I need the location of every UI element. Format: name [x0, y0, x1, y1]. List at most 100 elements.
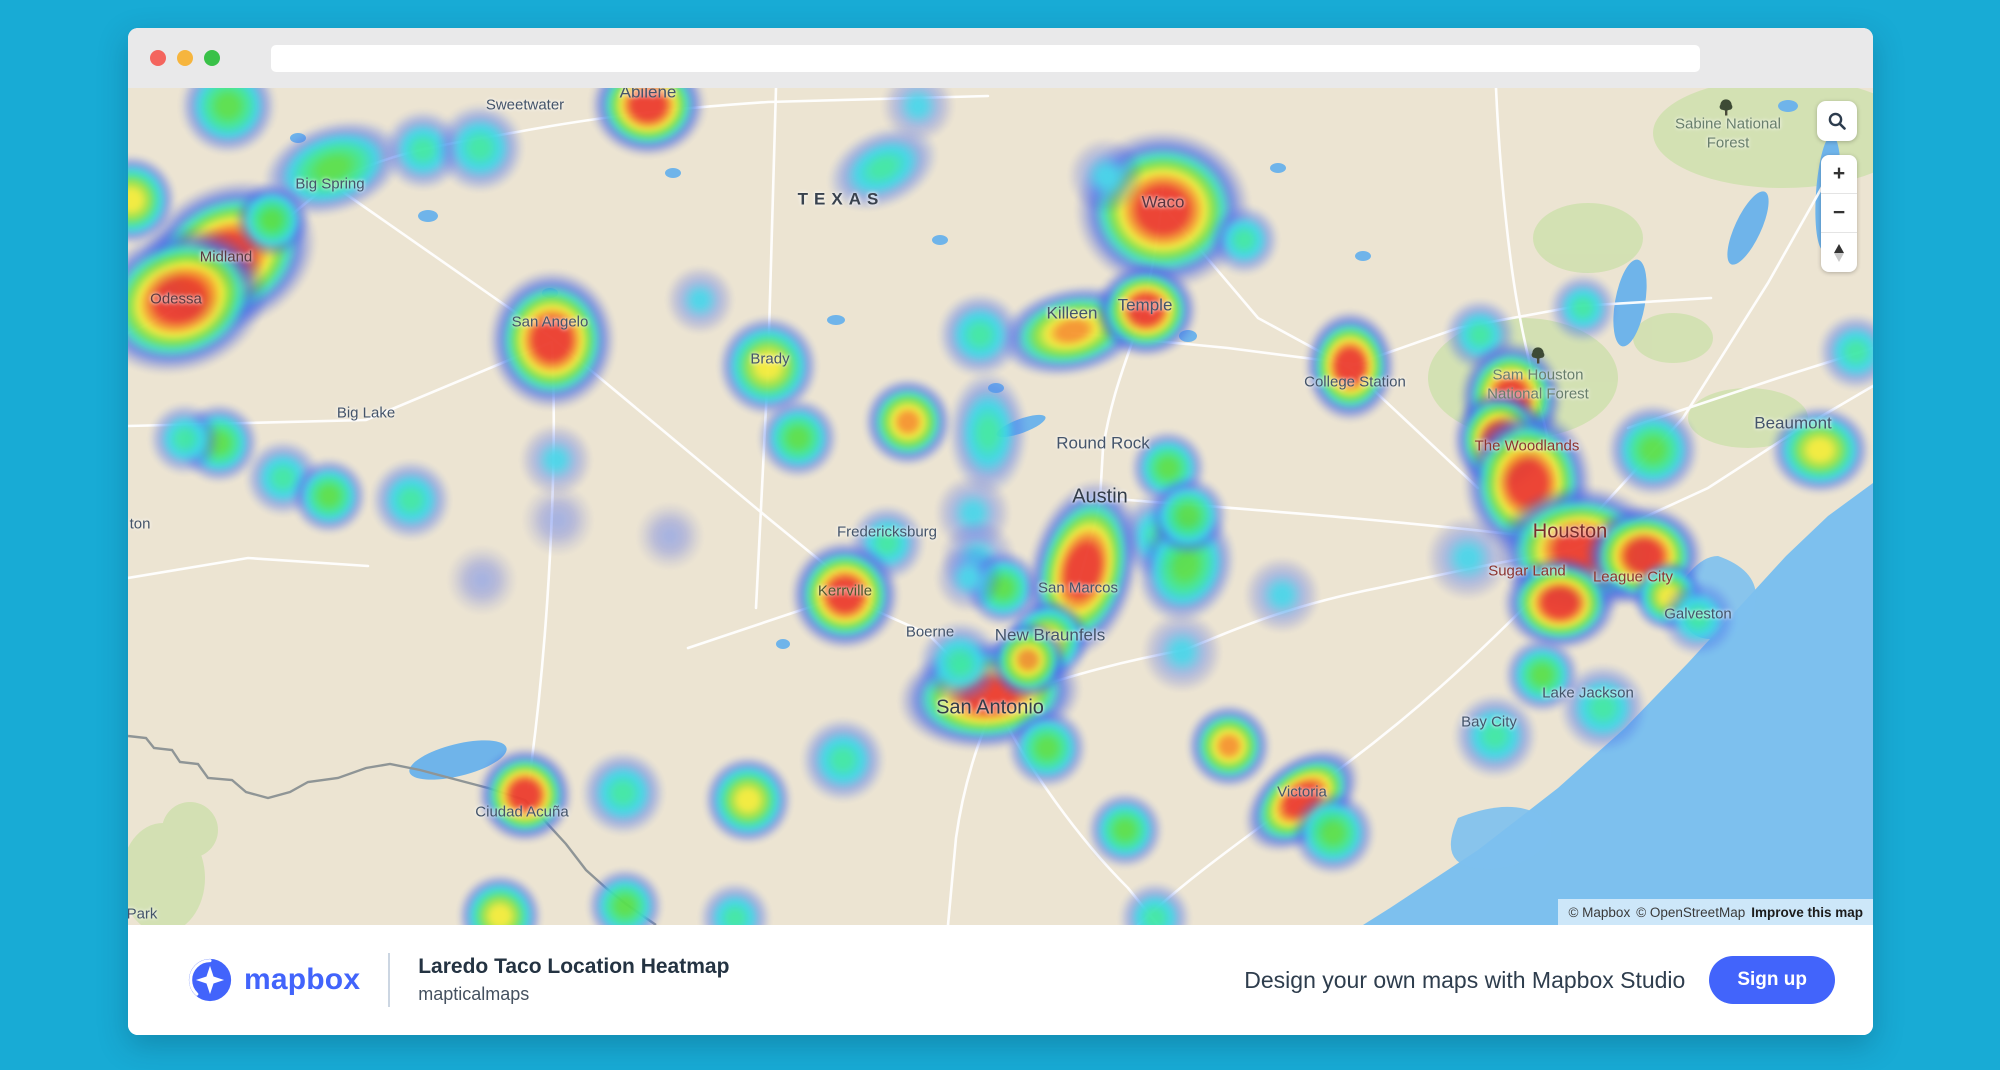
- heat-blob: [1187, 704, 1271, 788]
- heat-blob: [1291, 791, 1375, 875]
- map-author[interactable]: mapticalmaps: [418, 984, 530, 1004]
- heat-blob: [948, 371, 1028, 495]
- browser-titlebar: [128, 28, 1873, 88]
- map-label: TEXAS: [797, 189, 885, 209]
- heat-blob: [477, 747, 573, 843]
- heat-blob: [1209, 205, 1279, 275]
- map-label: Killeen: [1046, 303, 1098, 323]
- map-label: Beaumont: [1754, 413, 1832, 433]
- compass-button[interactable]: [1821, 233, 1857, 272]
- heat-blob: [1142, 612, 1222, 692]
- heat-blob: [1607, 404, 1699, 496]
- heat-blob: [149, 403, 221, 475]
- search-icon: [1828, 112, 1846, 130]
- zoom-control: + −: [1821, 155, 1857, 272]
- embed-footer: mapbox Laredo Taco Location Heatmap mapt…: [128, 925, 1873, 1035]
- map-label: Boerne: [905, 623, 955, 641]
- map-label: Midland: [199, 248, 253, 266]
- promo-text: Design your own maps with Mapbox Studio: [1244, 966, 1686, 993]
- heat-blob: [1244, 557, 1320, 633]
- map-attribution: © Mapbox © OpenStreetMap Improve this ma…: [1558, 899, 1873, 925]
- map-label: San Angelo: [511, 313, 589, 331]
- map-label: Ciudad Acuña: [475, 803, 569, 821]
- improve-this-map-link[interactable]: Improve this map: [1751, 904, 1863, 920]
- map-label: Bay City: [1461, 713, 1517, 731]
- heat-blob: [918, 621, 1002, 705]
- map-label: Abilene: [619, 88, 677, 102]
- sign-up-button[interactable]: Sign up: [1709, 956, 1835, 1004]
- map-label: Sweetwater: [485, 96, 565, 114]
- heat-blob: [1007, 708, 1087, 788]
- map-canvas[interactable]: TEXAS Sweetwater Abilene Big Spring Midland O…: [128, 88, 1873, 925]
- window-controls: [150, 50, 220, 66]
- heat-blob: [587, 868, 663, 925]
- map-label: Big Spring: [295, 175, 365, 193]
- compass-icon: [1834, 243, 1844, 262]
- heat-blob: [636, 502, 704, 570]
- map-label: San Antonio: [936, 696, 1044, 719]
- forest-tree-icon: [1530, 347, 1546, 370]
- map-label: Austin: [1072, 485, 1128, 508]
- heat-blob: [864, 378, 952, 466]
- map-label: Temple: [1117, 295, 1173, 315]
- forest-tree-icon: [1718, 99, 1734, 122]
- map-label: Odessa: [150, 290, 202, 308]
- footer-divider: [388, 953, 391, 1007]
- browser-window: TEXAS Sweetwater Abilene Big Spring Midland O…: [128, 28, 1873, 1035]
- heat-blob: [1770, 406, 1870, 494]
- map-label: Sabine National Forest: [1675, 115, 1781, 151]
- map-label: League City: [1592, 568, 1674, 586]
- url-bar[interactable]: [271, 45, 1700, 72]
- heat-blob: [801, 718, 885, 802]
- map-label: Sam Houston National Forest: [1487, 366, 1589, 402]
- heat-blob: [935, 544, 1003, 612]
- zoom-in-button[interactable]: +: [1821, 155, 1857, 194]
- mapbox-logo[interactable]: mapbox: [188, 958, 360, 1002]
- heat-blob: [938, 293, 1022, 377]
- heat-blob: [1660, 580, 1736, 656]
- map-label: The Woodlands: [1474, 437, 1580, 455]
- heat-blob: [234, 182, 310, 258]
- heat-blob: [520, 424, 592, 496]
- map-title[interactable]: Laredo Taco Location Heatmap: [418, 955, 730, 978]
- heat-blob: [488, 270, 616, 410]
- heat-blob: [1818, 314, 1873, 390]
- attribution-osm-link[interactable]: © OpenStreetMap: [1636, 904, 1746, 920]
- maximize-window-button[interactable]: [204, 50, 220, 66]
- minimize-window-button[interactable]: [177, 50, 193, 66]
- heat-blob: [704, 756, 792, 844]
- attribution-mapbox-link[interactable]: © Mapbox: [1568, 904, 1631, 920]
- map-label: Round Rock: [1056, 433, 1150, 453]
- zoom-out-button[interactable]: −: [1821, 194, 1857, 233]
- heat-blob: [1504, 637, 1580, 713]
- map-search-button[interactable]: [1817, 101, 1857, 141]
- heat-blob: [291, 458, 367, 534]
- heat-blob: [1148, 476, 1228, 556]
- map-label: Big Lake: [336, 404, 396, 422]
- map-label: Waco: [1141, 192, 1185, 212]
- map-labels-layer: TEXAS Sweetwater Abilene Big Spring Midland O…: [128, 88, 1873, 925]
- heat-blob: [1502, 555, 1618, 651]
- map-label: Kerrville: [817, 582, 873, 600]
- map-label: Galveston: [1664, 605, 1732, 623]
- heat-blob: [1068, 138, 1144, 214]
- map-label: College Station: [1304, 373, 1406, 391]
- heat-blob: [447, 545, 517, 615]
- heat-blob: [1549, 274, 1617, 342]
- heat-blob: [790, 540, 900, 650]
- heat-blob: [436, 104, 524, 192]
- heat-blob: [758, 398, 838, 478]
- mapbox-logo-icon: [188, 958, 232, 1002]
- heat-blob: [371, 460, 451, 540]
- heat-blob: [666, 266, 734, 334]
- map-label: Fredericksburg: [836, 523, 938, 541]
- mapbox-wordmark: mapbox: [244, 963, 361, 996]
- heatmap-layer: [128, 88, 1873, 925]
- close-window-button[interactable]: [150, 50, 166, 66]
- map-label: San Marcos: [1037, 579, 1119, 597]
- map-label: Park: [128, 905, 158, 923]
- map-label: New Braunfels: [994, 625, 1106, 645]
- heat-blob: [1087, 792, 1163, 868]
- heat-blob: [1426, 516, 1510, 600]
- heat-blob: [1094, 262, 1198, 358]
